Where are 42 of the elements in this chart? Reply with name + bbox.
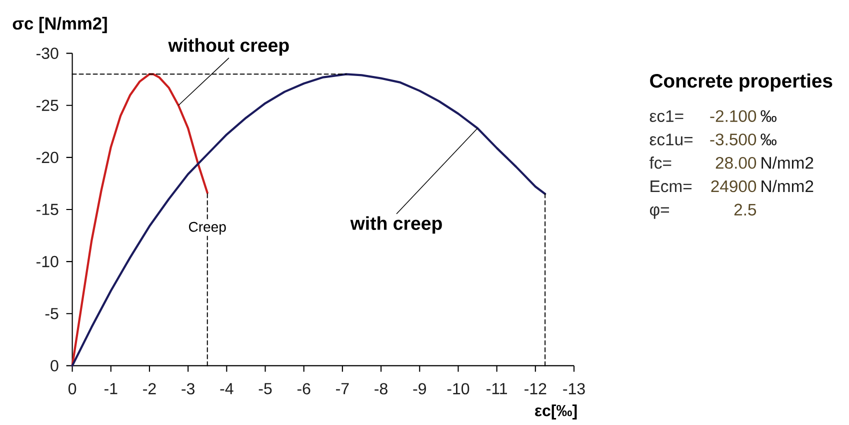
text: N/mm2 [762,180,814,192]
x-tick-label: -12 [524,383,546,394]
x-tick-label: -11 [486,383,507,394]
x-tick-label: -13 [563,383,585,394]
text: fc= [650,156,672,169]
y-tick-label: -25 [36,100,58,112]
x-tick-label: -9 [413,383,426,394]
annotation: with creep [350,216,442,234]
text: Concrete properties [650,74,832,92]
text: εc1u= [650,134,692,146]
text: εc1= [650,110,684,122]
y-tick-label: -30 [36,48,58,59]
text: φ= [650,206,669,219]
x-tick-label: -2 [143,383,156,394]
y-tick-label: -20 [36,152,58,164]
x-tick-label: -7 [336,383,349,394]
line-series [71,73,546,367]
x-axis-title: εc[‰] [535,404,577,420]
annotation: Creep [189,222,226,235]
x-tick-label: -10 [447,383,470,394]
x-tick-label: -5 [258,383,272,394]
text: Ecm= [650,180,692,192]
text: 28.00 [716,156,756,169]
x-tick-label: -6 [297,383,310,394]
text: -3.500 [710,134,756,146]
y-tick-label: 0 [50,360,58,372]
y-tick-label: -15 [36,204,58,216]
y-axis-title: σc [N/mm2] [12,16,107,34]
text: -2.100 [710,110,756,122]
text: 2.5 [734,204,756,216]
x-tick-label: -4 [220,383,234,394]
text: ‰ [760,110,776,122]
x-tick-label: -1 [104,383,118,394]
annotation: without creep [168,38,289,56]
x-tick-label: -8 [374,383,388,394]
text: N/mm2 [762,156,814,169]
y-tick-label: -10 [36,256,58,268]
x-tick-label: 0 [68,383,76,394]
y-tick-label: -5 [45,308,58,320]
x-tick-label: -3 [182,383,194,394]
text: ‰ [760,134,776,146]
text: 24900 [711,180,756,192]
